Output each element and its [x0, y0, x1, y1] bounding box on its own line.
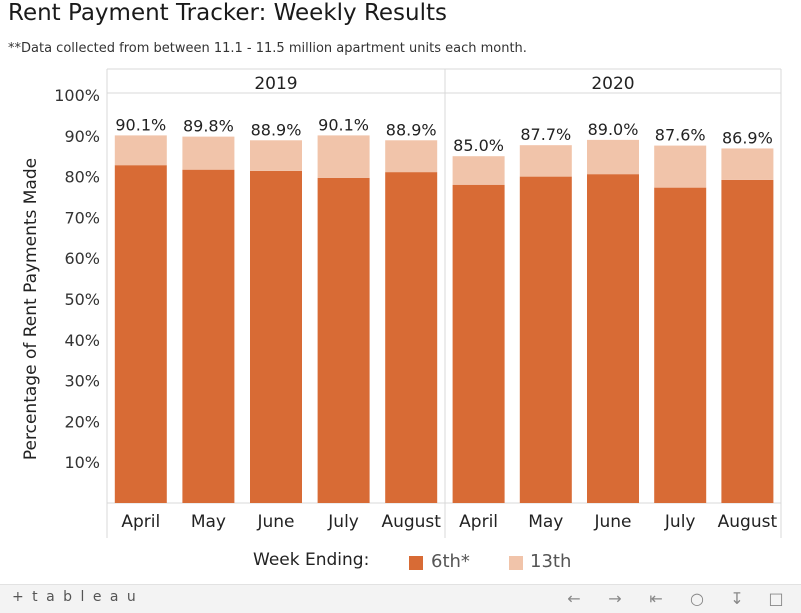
legend-swatch-13th[interactable]	[509, 556, 523, 570]
fullscreen-icon[interactable]: □	[768, 589, 784, 608]
share-icon[interactable]: ○	[690, 589, 704, 608]
panel-header: 2019	[254, 74, 297, 94]
bar-13th	[452, 156, 505, 185]
bar-6th	[654, 187, 707, 503]
legend-swatch-6th[interactable]	[409, 556, 423, 570]
bar-6th	[317, 177, 370, 503]
x-tick-label: May	[191, 512, 226, 532]
x-tick-label: July	[664, 512, 696, 532]
bar-13th	[721, 148, 774, 180]
undo-icon[interactable]: ←	[567, 589, 581, 608]
x-tick-label: June	[593, 512, 631, 532]
total-label: 87.6%	[655, 126, 706, 145]
y-tick-label: 80%	[64, 168, 100, 187]
y-tick-label: 70%	[64, 208, 100, 227]
y-tick-label: 10%	[64, 453, 100, 472]
y-tick-label: 30%	[64, 372, 100, 391]
x-tick-label: May	[528, 512, 563, 532]
total-label: 88.9%	[251, 120, 302, 139]
y-tick-label: 90%	[64, 127, 100, 146]
legend-title: Week Ending:	[253, 550, 370, 570]
x-tick-label: April	[121, 512, 160, 532]
chart-subtitle: **Data collected from between 11.1 - 11.…	[8, 41, 527, 56]
total-label: 86.9%	[722, 128, 773, 147]
bar-6th	[250, 170, 302, 503]
y-tick-label: 40%	[64, 331, 100, 350]
y-tick-label: 50%	[64, 290, 100, 309]
y-tick-label: 20%	[64, 412, 100, 431]
redo-icon[interactable]: →	[608, 589, 622, 608]
x-tick-label: August	[718, 512, 778, 532]
total-label: 90.1%	[115, 115, 166, 134]
x-tick-label: April	[459, 512, 498, 532]
chart-title: Rent Payment Tracker: Weekly Results	[8, 0, 448, 26]
total-label: 88.9%	[386, 120, 437, 139]
bar-13th	[114, 135, 167, 166]
bar-13th	[587, 139, 639, 175]
bar-13th	[385, 140, 438, 173]
bar-6th	[182, 169, 235, 503]
bar-6th	[519, 176, 572, 503]
legend: Week Ending: 6th* 13th	[0, 548, 801, 578]
bar-6th	[452, 184, 505, 503]
panel-header: 2020	[591, 74, 634, 94]
x-tick-label: August	[381, 512, 441, 532]
y-tick-label: 100%	[54, 86, 100, 105]
bar-6th	[721, 179, 774, 503]
tableau-logo[interactable]: + t a b l e a u	[12, 589, 138, 605]
total-label: 87.7%	[520, 125, 571, 144]
bar-6th	[587, 174, 639, 504]
legend-label-6th[interactable]: 6th*	[431, 551, 470, 572]
bar-13th	[654, 145, 707, 188]
y-axis-title: Percentage of Rent Payments Made	[21, 158, 41, 460]
tableau-toolbar: + t a b l e a u ← → ⇤ ○ ↧ □	[0, 584, 801, 613]
x-tick-label: June	[256, 512, 294, 532]
bar-13th	[182, 136, 235, 170]
total-label: 85.0%	[453, 136, 504, 155]
bar-13th	[317, 135, 370, 178]
revert-icon[interactable]: ⇤	[649, 589, 663, 608]
total-label: 90.1%	[318, 115, 369, 134]
x-tick-label: July	[327, 512, 359, 532]
bar-13th	[250, 140, 302, 171]
total-label: 89.0%	[588, 120, 639, 139]
stacked-bar-chart: 10% 20% 30% 40% 50% 60% 70% 80% 90% 100% Percentag…	[21, 68, 782, 538]
bar-6th	[385, 172, 438, 503]
legend-label-13th[interactable]: 13th	[530, 551, 572, 572]
bar-6th	[114, 165, 167, 503]
total-label: 89.8%	[183, 117, 234, 136]
y-tick-label: 60%	[64, 249, 100, 268]
download-icon[interactable]: ↧	[730, 589, 744, 608]
bar-13th	[519, 145, 572, 177]
